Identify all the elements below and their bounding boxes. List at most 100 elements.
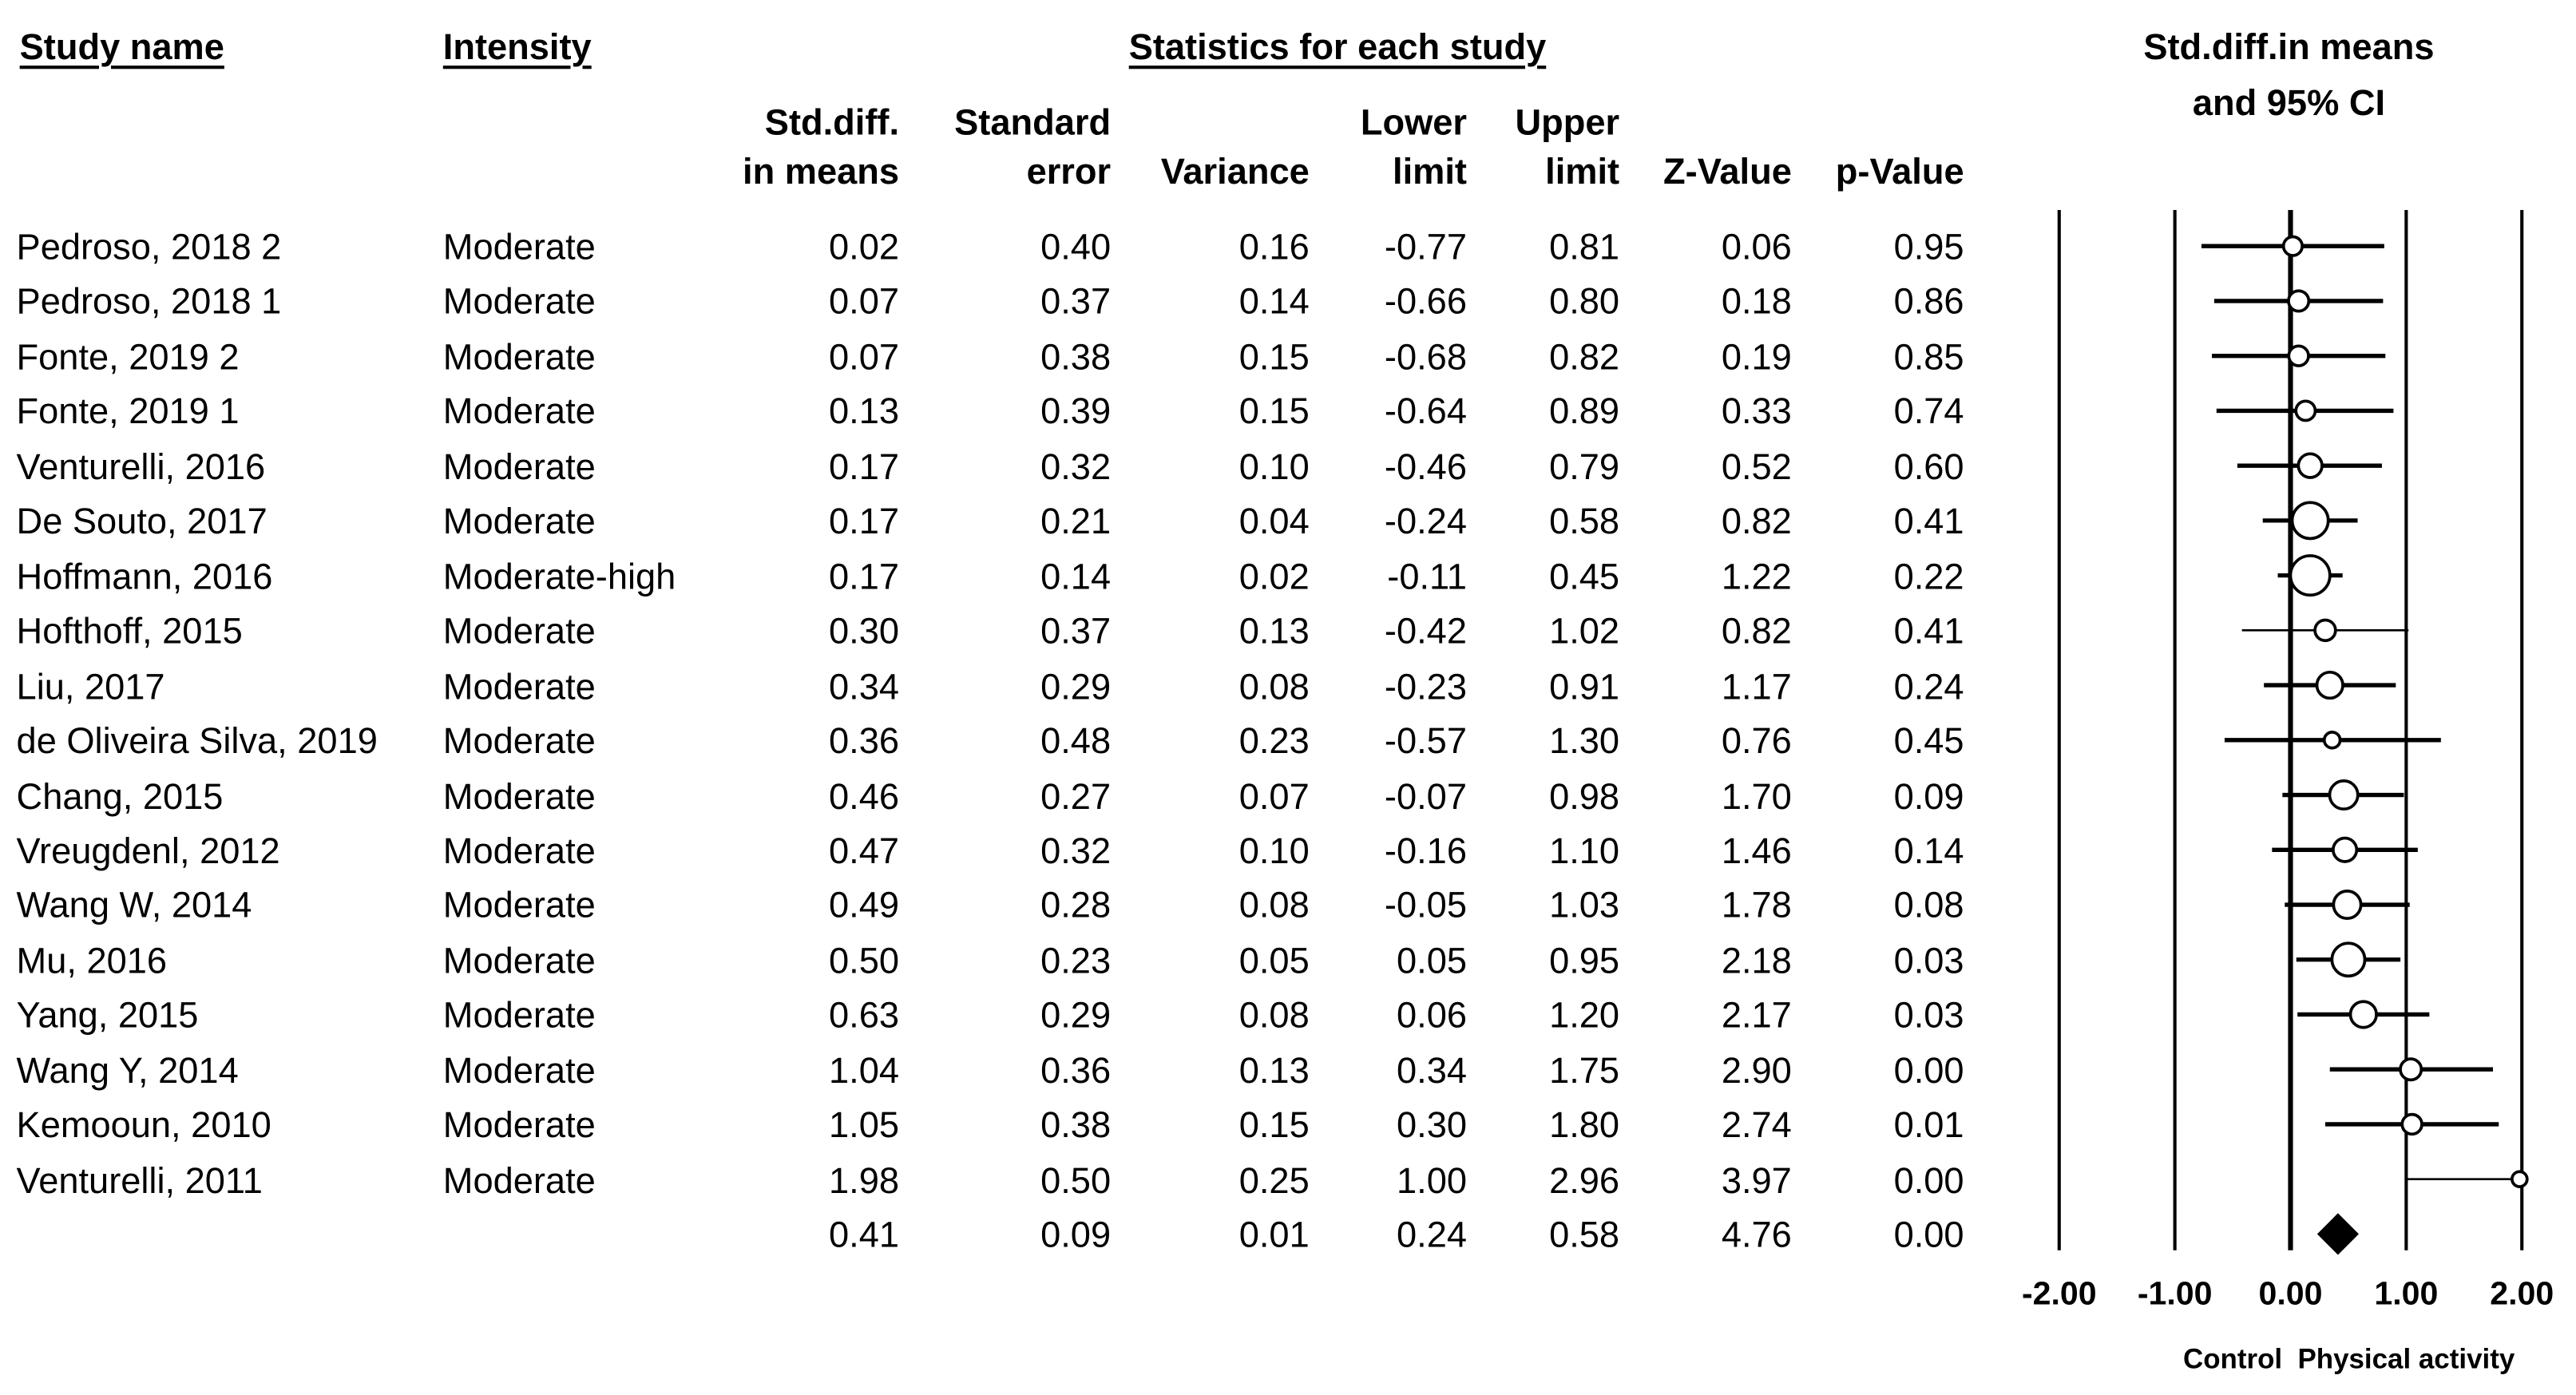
- cell-smd: 1.04: [829, 1049, 900, 1091]
- point-estimate-marker: [2332, 890, 2363, 921]
- point-estimate-marker: [2290, 501, 2330, 541]
- cell-var: 0.10: [1238, 446, 1310, 487]
- point-estimate-marker: [2322, 731, 2342, 750]
- cell-lower: -0.68: [1384, 336, 1467, 378]
- cell-p: 0.41: [1893, 610, 1964, 652]
- physical-activity-label: Physical activity: [2297, 1344, 2515, 1375]
- column-header-line2: limit: [1393, 151, 1467, 192]
- column-header-line2: limit: [1545, 151, 1620, 192]
- cell-p: 0.45: [1893, 720, 1964, 762]
- column-header-line2: Variance: [1160, 151, 1310, 192]
- column-header-upper: Upper limit: [1515, 98, 1619, 196]
- column-header-se: Standard error: [954, 98, 1111, 196]
- cell-lower: -0.24: [1384, 501, 1467, 542]
- point-estimate-marker: [2287, 289, 2311, 313]
- cell-p: 0.85: [1893, 336, 1964, 378]
- cell-z: 1.17: [1721, 665, 1792, 707]
- cell-study: De Souto, 2017: [16, 501, 268, 542]
- cell-var: 0.15: [1238, 336, 1310, 378]
- cell-smd: 0.49: [829, 885, 900, 926]
- cell-se: 0.48: [1040, 720, 1112, 762]
- cell-var: 0.14: [1238, 281, 1310, 323]
- cell-upper: 1.03: [1549, 885, 1620, 926]
- cell-smd: 0.47: [829, 830, 900, 871]
- cell-lower: -0.23: [1384, 665, 1467, 707]
- control-label: Control: [2183, 1344, 2282, 1375]
- cell-se: 0.32: [1040, 830, 1112, 871]
- column-header-line1: Standard: [954, 101, 1112, 143]
- cell-smd: 0.50: [829, 940, 900, 981]
- cell-study: Hofthoff, 2015: [16, 610, 243, 652]
- cell-lower: 0.30: [1396, 1104, 1467, 1146]
- cell-intensity: Moderate: [442, 775, 596, 817]
- point-estimate-marker: [2289, 554, 2332, 597]
- cell-intensity: Moderate: [442, 1104, 596, 1146]
- cell-z: 0.33: [1721, 390, 1792, 433]
- cell-intensity: Moderate: [442, 940, 596, 981]
- cell-smd: 0.46: [829, 775, 900, 817]
- point-estimate-marker: [2313, 618, 2337, 643]
- cell-z: 0.76: [1721, 720, 1792, 762]
- cell-lower: -0.66: [1384, 281, 1467, 323]
- cell-study: Vreugdenl, 2012: [16, 830, 280, 871]
- point-estimate-marker: [2511, 1170, 2529, 1188]
- column-header-z: Z-Value: [1663, 98, 1792, 196]
- cell-smd: 0.36: [829, 720, 900, 762]
- cell-upper: 1.30: [1549, 720, 1620, 762]
- cell-p: 0.00: [1893, 1049, 1964, 1091]
- cell-lower: 1.00: [1396, 1159, 1467, 1201]
- cell-intensity: Moderate: [442, 281, 596, 323]
- cell-p: 0.74: [1893, 390, 1964, 433]
- cell-smd: 0.07: [829, 336, 900, 378]
- cell-p: 0.22: [1893, 555, 1964, 597]
- cell-p: 0.08: [1893, 885, 1964, 926]
- cell-se: 0.14: [1040, 555, 1112, 597]
- x-tick-label: -2.00: [2022, 1275, 2097, 1312]
- cell-upper: 1.10: [1549, 830, 1620, 871]
- cell-se: 0.37: [1040, 281, 1112, 323]
- cell-p: 0.03: [1893, 994, 1964, 1036]
- point-estimate-marker: [2328, 779, 2360, 811]
- column-header-line1: Std.diff.: [764, 101, 900, 143]
- cell-smd: 0.07: [829, 281, 900, 323]
- cell-smd: 1.98: [829, 1159, 900, 1201]
- cell-study: Liu, 2017: [16, 665, 165, 707]
- cell-intensity: Moderate-high: [442, 555, 676, 597]
- cell-z: 2.18: [1721, 940, 1792, 981]
- cell-intensity: Moderate: [442, 226, 596, 268]
- cell-z: 2.17: [1721, 994, 1792, 1036]
- cell-se: 0.39: [1040, 390, 1112, 433]
- cell-lower: -0.42: [1384, 610, 1467, 652]
- column-header-line1: Upper: [1515, 101, 1620, 143]
- point-estimate-marker: [2281, 235, 2304, 257]
- cell-p: 0.14: [1893, 830, 1964, 871]
- cell-p: 0.24: [1893, 665, 1964, 707]
- cell-study: Chang, 2015: [16, 775, 224, 817]
- cell-study: Kemooun, 2010: [16, 1104, 271, 1146]
- cell-z: 0.52: [1721, 446, 1792, 487]
- x-tick-label: 1.00: [2374, 1275, 2438, 1312]
- cell-z: 1.22: [1721, 555, 1792, 597]
- pooled-diamond: [2316, 1213, 2359, 1255]
- cell-intensity: Moderate: [442, 885, 596, 926]
- cell-z: 2.74: [1721, 1104, 1792, 1146]
- point-estimate-marker: [2330, 941, 2367, 978]
- cell-smd: 0.63: [829, 994, 900, 1036]
- cell-upper: 1.20: [1549, 994, 1620, 1036]
- cell-study: Fonte, 2019 1: [16, 390, 240, 433]
- cell-se: 0.40: [1040, 226, 1112, 268]
- cell-intensity: Moderate: [442, 501, 596, 542]
- cell-upper: 0.81: [1549, 226, 1620, 268]
- cell-lower: -0.11: [1387, 555, 1467, 597]
- cell-smd: 0.41: [829, 1214, 900, 1256]
- cell-var: 0.07: [1238, 775, 1310, 817]
- cell-smd: 1.05: [829, 1104, 900, 1146]
- column-header-line1: Lower: [1360, 101, 1467, 143]
- cell-study: Wang Y, 2014: [16, 1049, 239, 1091]
- intensity-header: Intensity: [442, 26, 592, 68]
- cell-var: 0.23: [1238, 720, 1310, 762]
- cell-p: 0.41: [1893, 501, 1964, 542]
- cell-se: 0.36: [1040, 1049, 1112, 1091]
- cell-z: 1.78: [1721, 885, 1792, 926]
- cell-upper: 0.98: [1549, 775, 1620, 817]
